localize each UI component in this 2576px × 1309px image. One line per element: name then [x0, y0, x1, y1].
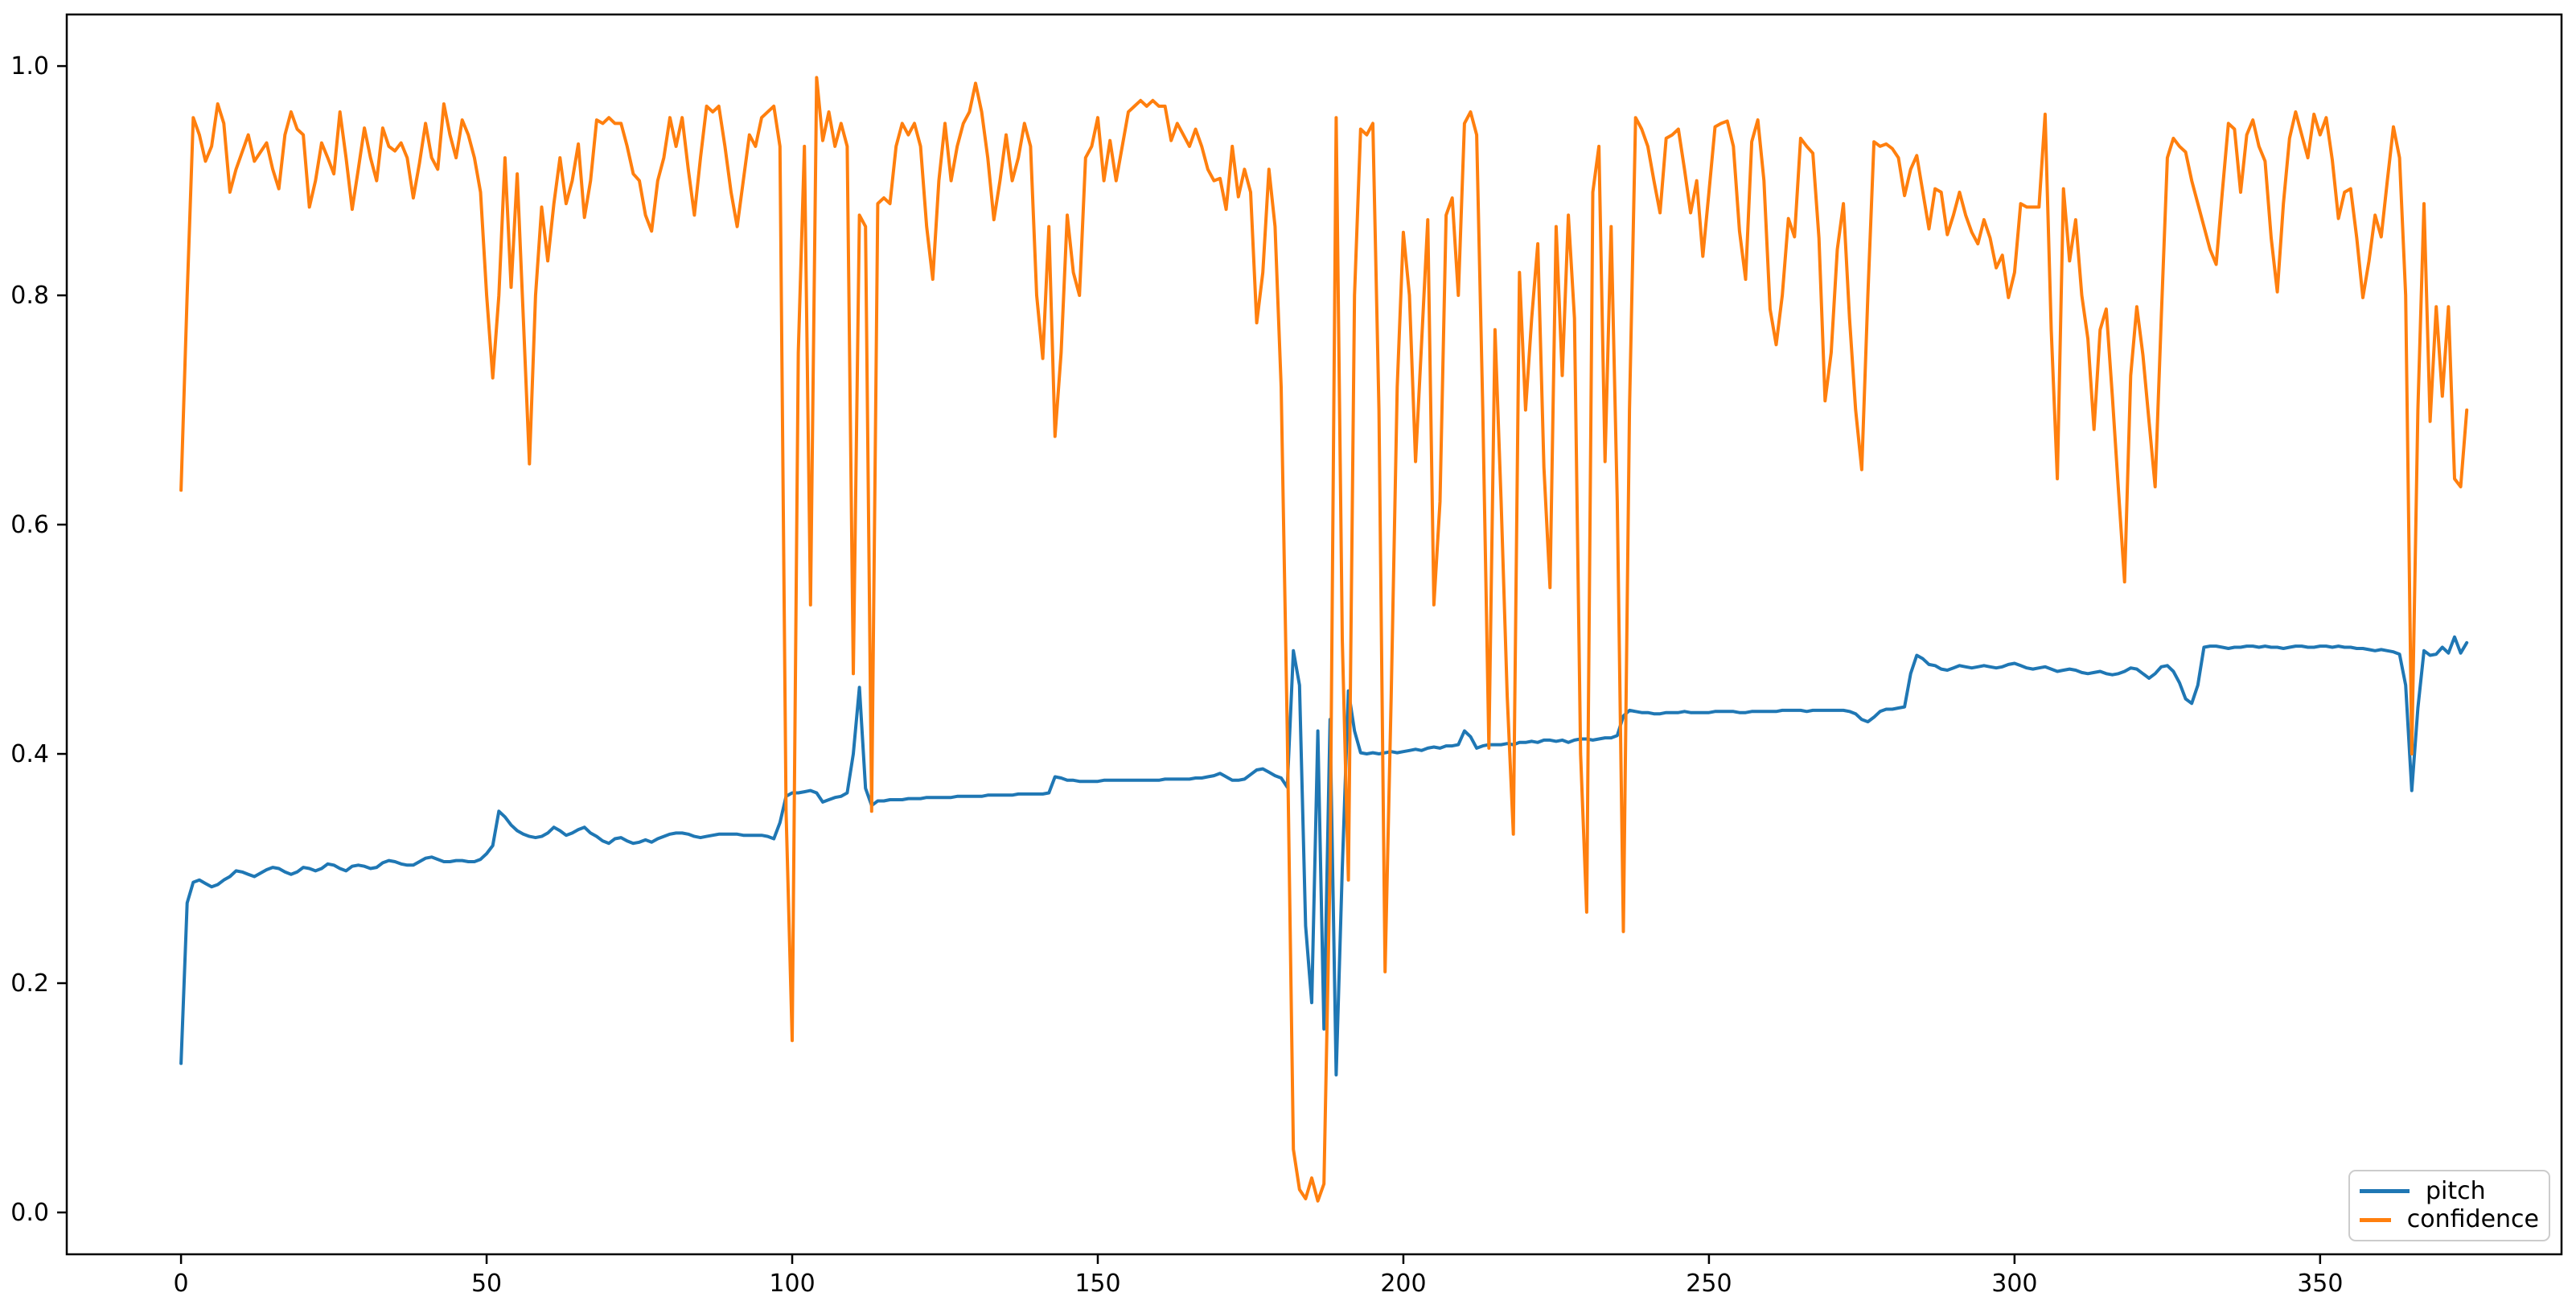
pitch-line [179, 635, 2469, 1076]
legend: pitch confidence [2348, 1170, 2550, 1241]
y-tick-label-0.0: 0.0 [10, 1199, 49, 1227]
y-tick-label-0.6: 0.6 [10, 511, 49, 539]
x-tick-label-250: 250 [1686, 1270, 1732, 1298]
axes-spines [65, 13, 2563, 1256]
x-tick-label-300: 300 [1991, 1270, 2037, 1298]
confidence-line [179, 76, 2469, 1203]
legend-entry-confidence: confidence [2360, 1208, 2539, 1232]
legend-label-confidence: confidence [2406, 1205, 2539, 1234]
x-tick-label-200: 200 [1380, 1270, 1426, 1298]
y-tick-label-1.0: 1.0 [10, 52, 49, 80]
legend-entry-pitch: pitch [2360, 1179, 2539, 1204]
x-tick-label-350: 350 [2297, 1270, 2343, 1298]
legend-label-pitch: pitch [2426, 1176, 2486, 1205]
x-tick-label-50: 50 [471, 1270, 502, 1298]
x-tick-label-150: 150 [1074, 1270, 1120, 1298]
y-tick-label-0.8: 0.8 [10, 282, 49, 310]
y-tick-label-0.2: 0.2 [10, 969, 49, 998]
x-tick-label-0: 0 [174, 1270, 189, 1298]
pitch-line-swatch [2360, 1189, 2410, 1194]
x-tick-label-100: 100 [769, 1270, 815, 1298]
confidence-line-swatch [2360, 1217, 2391, 1222]
y-tick-label-0.4: 0.4 [10, 740, 49, 768]
